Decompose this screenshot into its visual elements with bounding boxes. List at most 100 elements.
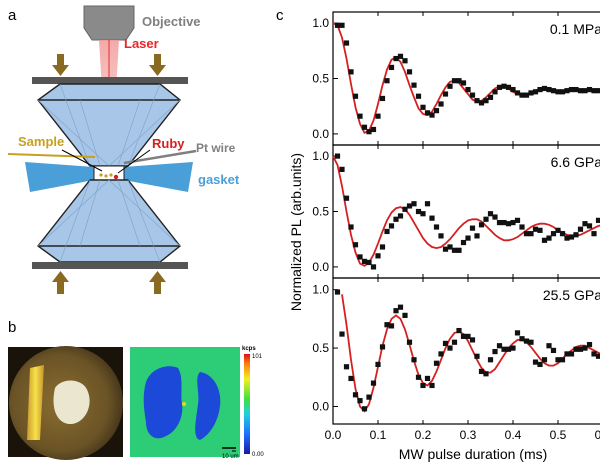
data-point (366, 394, 372, 400)
data-point (339, 166, 345, 172)
data-point (348, 224, 354, 230)
data-point (546, 86, 552, 93)
data-point (357, 113, 363, 119)
panel-c-letter: c (276, 7, 284, 24)
data-point (460, 80, 467, 86)
data-point (586, 86, 593, 93)
data-point (523, 338, 530, 344)
data-point (451, 78, 458, 84)
sample-arrow (61, 149, 103, 172)
data-point (379, 344, 386, 350)
x-tick-label: 0.3 (460, 428, 477, 442)
data-point (496, 343, 503, 349)
data-point (393, 308, 399, 314)
data-point (375, 253, 381, 259)
data-point (339, 22, 345, 28)
panel-a-diagram: a Objective Laser gasket (7, 5, 240, 294)
data-point (474, 233, 480, 239)
data-point (523, 231, 530, 237)
fit-curve (341, 294, 600, 413)
data-point (456, 78, 462, 84)
data-point (568, 234, 575, 240)
y-tick-label: 1.0 (312, 283, 329, 297)
data-point (361, 406, 368, 412)
data-point (447, 244, 453, 250)
data-point (442, 340, 449, 347)
data-point (447, 83, 453, 89)
data-point (474, 98, 480, 104)
data-point (505, 84, 512, 90)
gasket-right (124, 162, 193, 192)
pt-wire (123, 149, 197, 165)
data-point (487, 357, 494, 363)
data-point (438, 233, 444, 239)
data-point (397, 304, 404, 310)
x-tick-label: 0.2 (415, 428, 432, 442)
data-point (384, 228, 390, 235)
data-point (555, 227, 561, 233)
data-point (361, 258, 368, 264)
data-point (415, 374, 422, 380)
data-point (429, 112, 435, 118)
data-point (514, 90, 521, 96)
colorbar-min: 0.00 (252, 452, 264, 458)
data-point (483, 371, 489, 377)
data-point (537, 86, 543, 93)
data-point (595, 353, 600, 359)
fit-curve (332, 22, 600, 134)
chart-panel-3: 0.0 0.5 1.0 0.0 0.1 0.2 0.3 0.4 0.5 0.6 25.5 GPa (312, 277, 600, 442)
data-point (532, 89, 539, 95)
data-point (510, 345, 516, 351)
data-point (348, 69, 354, 75)
data-point (573, 86, 579, 93)
data-point (438, 101, 444, 107)
data-point (555, 89, 561, 95)
data-point (393, 55, 399, 62)
bottom-left-arrow-icon (52, 271, 69, 294)
data-point (541, 357, 548, 363)
data-point (388, 223, 395, 229)
data-point (501, 346, 507, 352)
data-point (505, 346, 512, 352)
data-point (528, 90, 534, 96)
data-point (343, 40, 350, 46)
panel-b-images: b 10 um kcps 101 0.00 (8, 319, 264, 460)
data-point (523, 92, 530, 98)
data-point (357, 254, 363, 260)
data-point (429, 215, 435, 221)
data-point (411, 357, 417, 363)
objective-label: Objective (142, 14, 201, 29)
data-point (411, 201, 417, 207)
data-point (343, 364, 350, 370)
data-point (591, 231, 597, 237)
ruby-arrow (117, 149, 151, 174)
chart-panel-1: 0.0 0.5 1.0 0.1 MPa (312, 11, 600, 146)
chart-host: 0.0 0.5 1.0 0.1 MPa 0.0 0.5 1.0 6.6 GPa 0.0 0.5 1.… (312, 11, 600, 442)
panel-c-rabi-charts: c Normalized PL (arb.units) MW pulse dur… (276, 7, 600, 462)
data-point (559, 231, 566, 237)
data-point (478, 100, 485, 106)
x-axis-title: MW pulse duration (ms) (399, 446, 548, 462)
data-point (379, 244, 386, 250)
y-axis-title: Normalized PL (arb.units) (288, 153, 304, 311)
data-point (397, 213, 404, 219)
gasket-label: gasket (198, 172, 240, 187)
data-point (577, 226, 584, 232)
chart-title: 0.1 MPa (550, 21, 600, 37)
data-point (343, 195, 350, 201)
gasket-left (25, 162, 94, 192)
data-point (532, 226, 539, 232)
top-right-arrow-icon (149, 54, 166, 76)
y-tick-label: 1.0 (312, 16, 329, 30)
data-point (334, 289, 341, 295)
data-point (415, 93, 422, 99)
data-point (420, 382, 426, 389)
objective-lens-shape (83, 5, 135, 41)
data-point (550, 88, 557, 94)
data-point (451, 339, 458, 345)
data-point (474, 353, 480, 359)
data-point (442, 91, 449, 97)
data-point (388, 64, 395, 71)
data-point (460, 333, 467, 339)
data-point (375, 361, 381, 368)
